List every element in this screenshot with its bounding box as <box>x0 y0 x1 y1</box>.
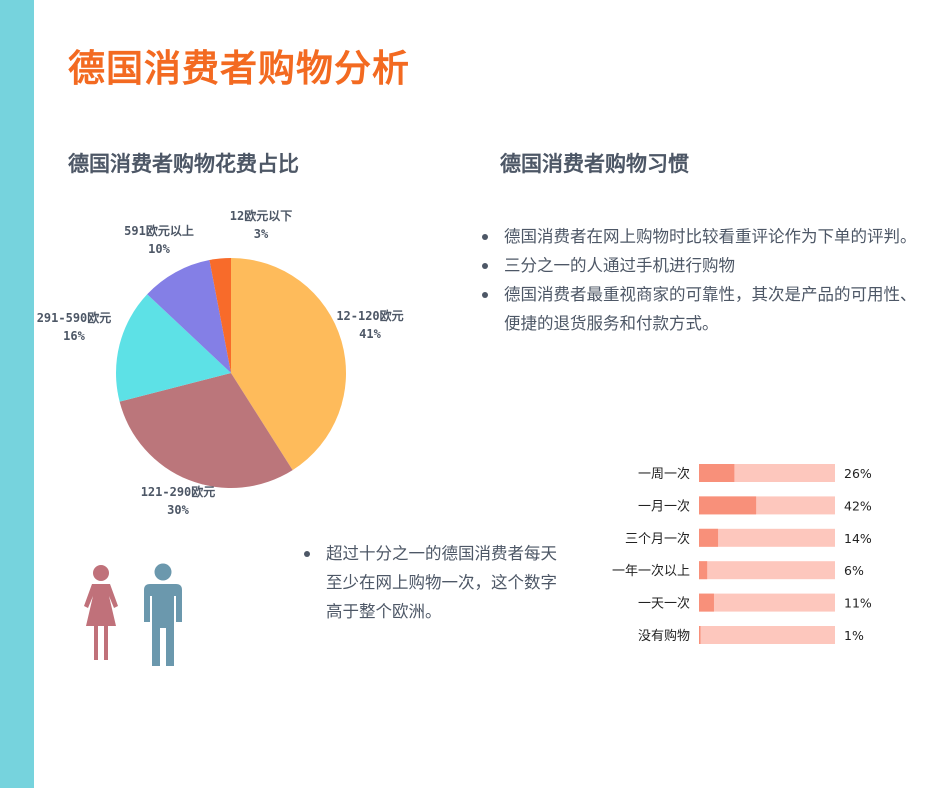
bar-track <box>699 561 835 580</box>
bar-category-label: 一天一次 <box>638 596 690 612</box>
bar-fill <box>699 626 701 644</box>
bar-value-label: 1% <box>844 628 864 643</box>
bar-value-label: 14% <box>844 531 872 546</box>
pie-slice <box>115 294 231 402</box>
frequency-bar-chart: 一周一次 26% 一月一次 42% 三个月一次 14% 一年一次以上 6% 一天一次 11% 没有购… <box>612 464 872 644</box>
bar-value-label: 42% <box>844 498 872 513</box>
pie-category-label: 12-120欧元 <box>336 308 403 323</box>
pie-slice <box>147 260 231 373</box>
fact-list: 超过十分之一的德国消费者每天至少在网上购物一次，这个数字高于整个欧洲。 <box>302 539 572 626</box>
fact-bullet: 超过十分之一的德国消费者每天至少在网上购物一次，这个数字高于整个欧洲。 <box>302 539 572 626</box>
spending-pie-chart: 12-120欧元 41% 121-290欧元 30% 291-590欧元 16% 591欧元… <box>37 208 404 517</box>
habits-bullet: 德国消费者在网上购物时比较看重评论作为下单的评判。 <box>480 222 920 251</box>
bar-value-label: 26% <box>844 466 872 481</box>
habits-bullet: 德国消费者最重视商家的可靠性，其次是产品的可用性、便捷的退货服务和付款方式。 <box>480 280 920 338</box>
bar-fill <box>699 496 757 515</box>
pie-category-label: 591欧元以上 <box>124 223 194 238</box>
pie-value-label: 30% <box>167 503 189 517</box>
pie-slice <box>209 258 231 373</box>
pie-section-title: 德国消费者购物花费占比 <box>68 152 299 176</box>
bar-track <box>699 593 835 612</box>
male-person-icon <box>144 563 182 666</box>
habits-list: 德国消费者在网上购物时比较看重评论作为下单的评判。 三分之一的人通过手机进行购物… <box>480 222 920 338</box>
bar-category-label: 一周一次 <box>638 466 690 482</box>
page-title: 德国消费者购物分析 <box>68 47 410 90</box>
bar-track <box>699 626 835 644</box>
bar-category-label: 一年一次以上 <box>612 563 690 579</box>
pie-slice <box>119 373 293 489</box>
bar-fill <box>699 464 735 482</box>
pie-value-label: 41% <box>359 327 381 341</box>
bar-fill <box>699 528 719 547</box>
pie-category-label: 12欧元以下 <box>230 208 292 223</box>
pie-value-label: 3% <box>254 227 269 241</box>
habits-bullet: 三分之一的人通过手机进行购物 <box>480 251 920 280</box>
bar-category-label: 一月一次 <box>638 498 690 514</box>
left-accent-bar <box>0 0 34 788</box>
pie-value-label: 10% <box>148 242 170 256</box>
bar-fill <box>699 561 708 580</box>
bar-track <box>699 528 835 547</box>
pie-value-label: 16% <box>63 329 85 343</box>
bar-fill <box>699 593 714 612</box>
habits-section-title: 德国消费者购物习惯 <box>500 152 689 176</box>
bar-category-label: 没有购物 <box>638 628 690 644</box>
pie-category-label: 291-590欧元 <box>37 310 112 325</box>
people-illustration <box>84 563 182 666</box>
pie-slice <box>231 258 347 471</box>
pie-category-label: 121-290欧元 <box>141 484 216 499</box>
bar-value-label: 6% <box>844 563 864 578</box>
bar-value-label: 11% <box>844 596 872 611</box>
bar-category-label: 三个月一次 <box>625 531 690 547</box>
female-person-icon <box>84 565 118 660</box>
